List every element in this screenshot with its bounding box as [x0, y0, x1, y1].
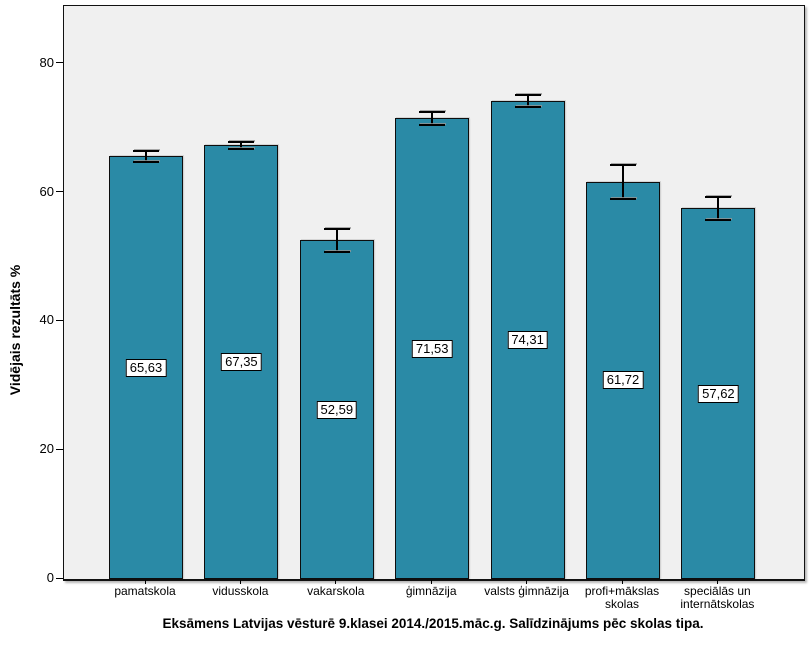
x-axis-tick-label: speciālās un internātskolas	[680, 584, 755, 611]
error-bar-line	[335, 228, 338, 252]
error-bar-cap-bottom	[419, 123, 446, 126]
y-axis-tick	[56, 319, 63, 321]
error-bar-cap-bottom	[610, 197, 636, 200]
x-axis-tick	[335, 580, 337, 584]
x-axis-tick-label: pamatskola	[114, 584, 176, 598]
x-axis-tick	[430, 580, 432, 584]
error-bar-cap-top	[610, 163, 636, 166]
y-axis-tick-label: 80	[39, 54, 54, 70]
error-bar-line	[145, 150, 147, 162]
y-axis-title: Vidējais rezultāts %	[7, 264, 23, 396]
y-axis-tick-label: 20	[39, 441, 54, 457]
y-axis-tick	[56, 62, 63, 64]
error-bar-cap-top	[133, 149, 159, 152]
y-axis-tick-label: 60	[39, 183, 54, 199]
bar-value-label: 71,53	[411, 339, 453, 358]
bar-value-label: 65,63	[125, 358, 167, 377]
bar-value-label: 52,59	[316, 400, 358, 419]
x-axis-tick-label: valsts ģimnāzija	[484, 584, 569, 598]
error-bar-cap-top	[419, 111, 446, 114]
x-axis-tick	[621, 580, 623, 584]
error-bar-cap-top	[705, 195, 732, 198]
error-bar-cap-top	[228, 140, 255, 143]
y-axis-tick-label: 0	[46, 570, 54, 585]
error-bar-line	[717, 196, 720, 220]
y-axis-tick	[56, 448, 63, 450]
chart-title: Eksāmens Latvijas vēsturē 9.klasei 2014.…	[162, 616, 704, 631]
bar-value-label: 61,72	[602, 371, 644, 390]
y-axis-tick	[56, 577, 63, 579]
bar-value-label: 67,35	[221, 353, 262, 372]
error-bar-line	[431, 112, 434, 125]
error-bar-cap-bottom	[133, 160, 159, 163]
error-bar-cap-bottom	[323, 251, 350, 253]
error-bar-cap-top	[323, 227, 350, 230]
y-axis-tick-label: 40	[39, 312, 54, 328]
error-bar-cap-top	[514, 93, 541, 96]
error-bar-line	[526, 94, 529, 107]
bar-value-label: 74,31	[507, 330, 548, 349]
error-bar-cap-bottom	[228, 148, 255, 151]
error-bar-line	[240, 141, 243, 150]
x-axis-tick	[144, 580, 146, 584]
x-axis-tick-label: vidusskola	[212, 584, 269, 598]
x-axis-tick	[716, 580, 718, 584]
x-axis-tick	[239, 580, 241, 584]
x-axis-tick-label: profi+mākslas skolas	[584, 584, 660, 611]
bar-value-label: 57,62	[698, 384, 739, 403]
x-axis-tick-label: ģimnāzija	[405, 584, 457, 598]
error-bar-cap-bottom	[514, 105, 541, 108]
x-axis-tick	[526, 580, 528, 584]
y-axis-tick	[56, 191, 63, 193]
error-bar-line	[622, 164, 624, 199]
error-bar-cap-bottom	[705, 218, 732, 221]
plot-area: 65,63 67,35 52,59 71,53 74,31 61,72 57,62	[63, 5, 805, 581]
x-axis-tick-label: vakarskola	[307, 584, 365, 598]
